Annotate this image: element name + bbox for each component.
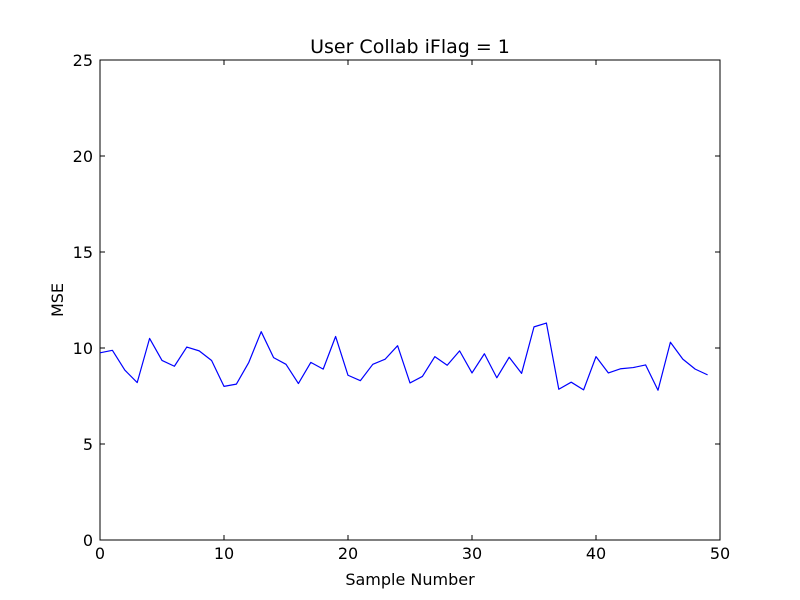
- y-tick-label: 0: [83, 531, 93, 550]
- x-tick-label: 20: [338, 544, 358, 563]
- x-tick-label: 10: [214, 544, 234, 563]
- y-tick-label: 15: [73, 243, 93, 262]
- x-tick-label: 0: [95, 544, 105, 563]
- x-tick-label: 50: [710, 544, 730, 563]
- x-tick-label: 30: [462, 544, 482, 563]
- x-axis-label: Sample Number: [345, 570, 475, 589]
- x-tick-label: 40: [586, 544, 606, 563]
- y-axis-label: MSE: [48, 283, 67, 317]
- y-tick-label: 25: [73, 51, 93, 70]
- plot-frame: [99, 59, 721, 541]
- y-tick-label: 20: [73, 147, 93, 166]
- x-axis: 0 10 20 30 40 50: [95, 60, 730, 563]
- chart-title: User Collab iFlag = 1: [310, 36, 510, 58]
- y-tick-label: 10: [73, 339, 93, 358]
- y-tick-label: 5: [83, 435, 93, 454]
- y-axis: 0 5 10 15 20 25: [73, 51, 720, 550]
- series-line: [99, 322, 708, 391]
- series-layer: [99, 322, 708, 391]
